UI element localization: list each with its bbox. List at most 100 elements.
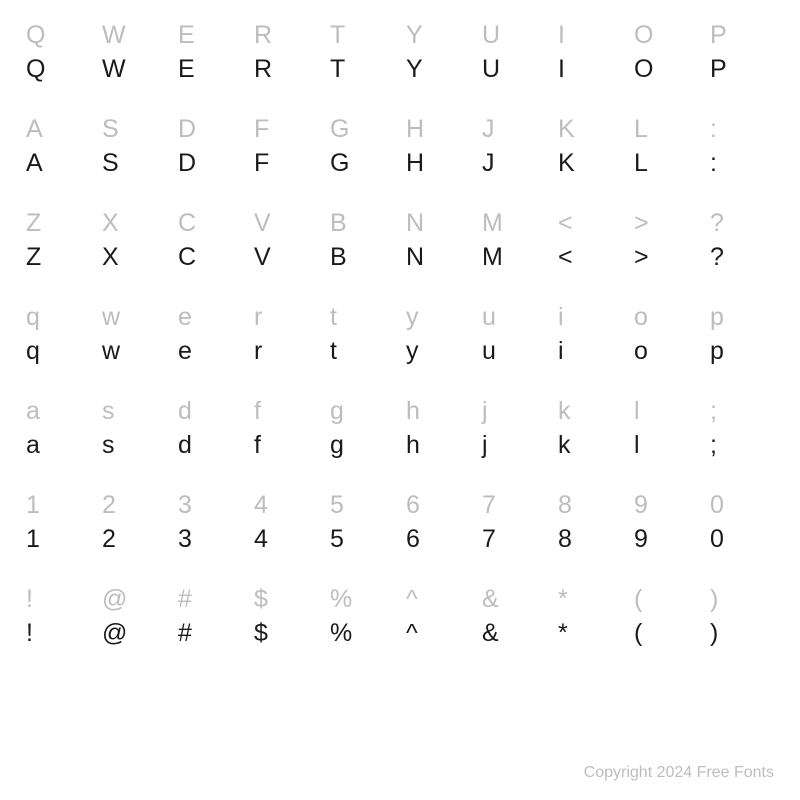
char-cell-ghost: q (20, 300, 96, 334)
char-cell-solid: 7 (476, 522, 552, 556)
char-cell-ghost: V (248, 206, 324, 240)
char-row-pair: 12345678901234567890 (20, 488, 780, 556)
char-cell-ghost: W (96, 18, 172, 52)
char-cell-solid: ; (704, 428, 780, 462)
char-cell-solid: N (400, 240, 476, 274)
char-cell-ghost: : (704, 112, 780, 146)
char-cell-ghost: 6 (400, 488, 476, 522)
char-cell-solid: 8 (552, 522, 628, 556)
char-cell-solid: p (704, 334, 780, 368)
char-cell-solid: * (552, 616, 628, 650)
char-cell-ghost: 9 (628, 488, 704, 522)
char-cell-solid: 4 (248, 522, 324, 556)
char-cell-ghost: a (20, 394, 96, 428)
char-cell-ghost: < (552, 206, 628, 240)
char-cell-ghost: & (476, 582, 552, 616)
char-cell-solid: P (704, 52, 780, 86)
char-cell-solid: e (172, 334, 248, 368)
char-cell-solid: q (20, 334, 96, 368)
char-cell-solid: ! (20, 616, 96, 650)
char-row-ghost: ZXCVBNM<>? (20, 206, 780, 240)
char-cell-solid: l (628, 428, 704, 462)
char-cell-ghost: D (172, 112, 248, 146)
char-cell-solid: 9 (628, 522, 704, 556)
char-cell-ghost: ? (704, 206, 780, 240)
char-cell-solid: J (476, 146, 552, 180)
char-cell-solid: & (476, 616, 552, 650)
char-cell-ghost: H (400, 112, 476, 146)
char-cell-solid: X (96, 240, 172, 274)
char-cell-solid: : (704, 146, 780, 180)
char-cell-solid: R (248, 52, 324, 86)
char-row-ghost: ASDFGHJKL: (20, 112, 780, 146)
char-row-solid: ZXCVBNM<>? (20, 240, 780, 274)
char-cell-ghost: Z (20, 206, 96, 240)
char-cell-ghost: ) (704, 582, 780, 616)
char-cell-ghost: A (20, 112, 96, 146)
char-cell-solid: t (324, 334, 400, 368)
char-cell-ghost: K (552, 112, 628, 146)
char-cell-solid: k (552, 428, 628, 462)
char-cell-solid: 6 (400, 522, 476, 556)
char-cell-ghost: ^ (400, 582, 476, 616)
char-cell-ghost: r (248, 300, 324, 334)
char-cell-solid: ? (704, 240, 780, 274)
char-cell-ghost: E (172, 18, 248, 52)
char-cell-solid: j (476, 428, 552, 462)
char-cell-solid: G (324, 146, 400, 180)
char-cell-solid: i (552, 334, 628, 368)
char-cell-ghost: k (552, 394, 628, 428)
char-cell-solid: ( (628, 616, 704, 650)
char-row-pair: asdfghjkl;asdfghjkl; (20, 394, 780, 462)
char-cell-ghost: F (248, 112, 324, 146)
character-map-grid: QWERTYUIOPQWERTYUIOP ASDFGHJKL:ASDFGHJKL:… (20, 18, 780, 676)
char-row-pair: ASDFGHJKL:ASDFGHJKL: (20, 112, 780, 180)
char-cell-ghost: % (324, 582, 400, 616)
char-cell-ghost: N (400, 206, 476, 240)
char-cell-ghost: 4 (248, 488, 324, 522)
char-cell-ghost: i (552, 300, 628, 334)
char-cell-ghost: $ (248, 582, 324, 616)
char-cell-ghost: Q (20, 18, 96, 52)
char-cell-ghost: Y (400, 18, 476, 52)
char-cell-solid: > (628, 240, 704, 274)
char-row-pair: ZXCVBNM<>?ZXCVBNM<>? (20, 206, 780, 274)
char-cell-ghost: 3 (172, 488, 248, 522)
char-cell-ghost: t (324, 300, 400, 334)
char-row-ghost: QWERTYUIOP (20, 18, 780, 52)
char-row-solid: QWERTYUIOP (20, 52, 780, 86)
char-cell-solid: # (172, 616, 248, 650)
char-cell-solid: d (172, 428, 248, 462)
char-cell-solid: 0 (704, 522, 780, 556)
char-cell-ghost: ( (628, 582, 704, 616)
char-cell-ghost: T (324, 18, 400, 52)
char-row-ghost: qwertyuiop (20, 300, 780, 334)
char-cell-solid: H (400, 146, 476, 180)
char-cell-ghost: 5 (324, 488, 400, 522)
char-cell-ghost: j (476, 394, 552, 428)
char-cell-solid: B (324, 240, 400, 274)
char-cell-ghost: w (96, 300, 172, 334)
char-cell-solid: Z (20, 240, 96, 274)
copyright-text: Copyright 2024 Free Fonts (584, 764, 774, 782)
char-cell-ghost: C (172, 206, 248, 240)
char-cell-solid: S (96, 146, 172, 180)
char-row-pair: QWERTYUIOPQWERTYUIOP (20, 18, 780, 86)
char-cell-solid: $ (248, 616, 324, 650)
char-cell-ghost: X (96, 206, 172, 240)
char-cell-solid: I (552, 52, 628, 86)
char-cell-solid: a (20, 428, 96, 462)
char-cell-ghost: l (628, 394, 704, 428)
char-cell-ghost: L (628, 112, 704, 146)
char-cell-ghost: O (628, 18, 704, 52)
char-cell-ghost: * (552, 582, 628, 616)
char-cell-solid: W (96, 52, 172, 86)
char-cell-ghost: I (552, 18, 628, 52)
char-cell-ghost: P (704, 18, 780, 52)
char-cell-ghost: ; (704, 394, 780, 428)
char-cell-solid: f (248, 428, 324, 462)
char-cell-ghost: g (324, 394, 400, 428)
char-cell-ghost: U (476, 18, 552, 52)
char-cell-solid: 3 (172, 522, 248, 556)
char-cell-ghost: R (248, 18, 324, 52)
